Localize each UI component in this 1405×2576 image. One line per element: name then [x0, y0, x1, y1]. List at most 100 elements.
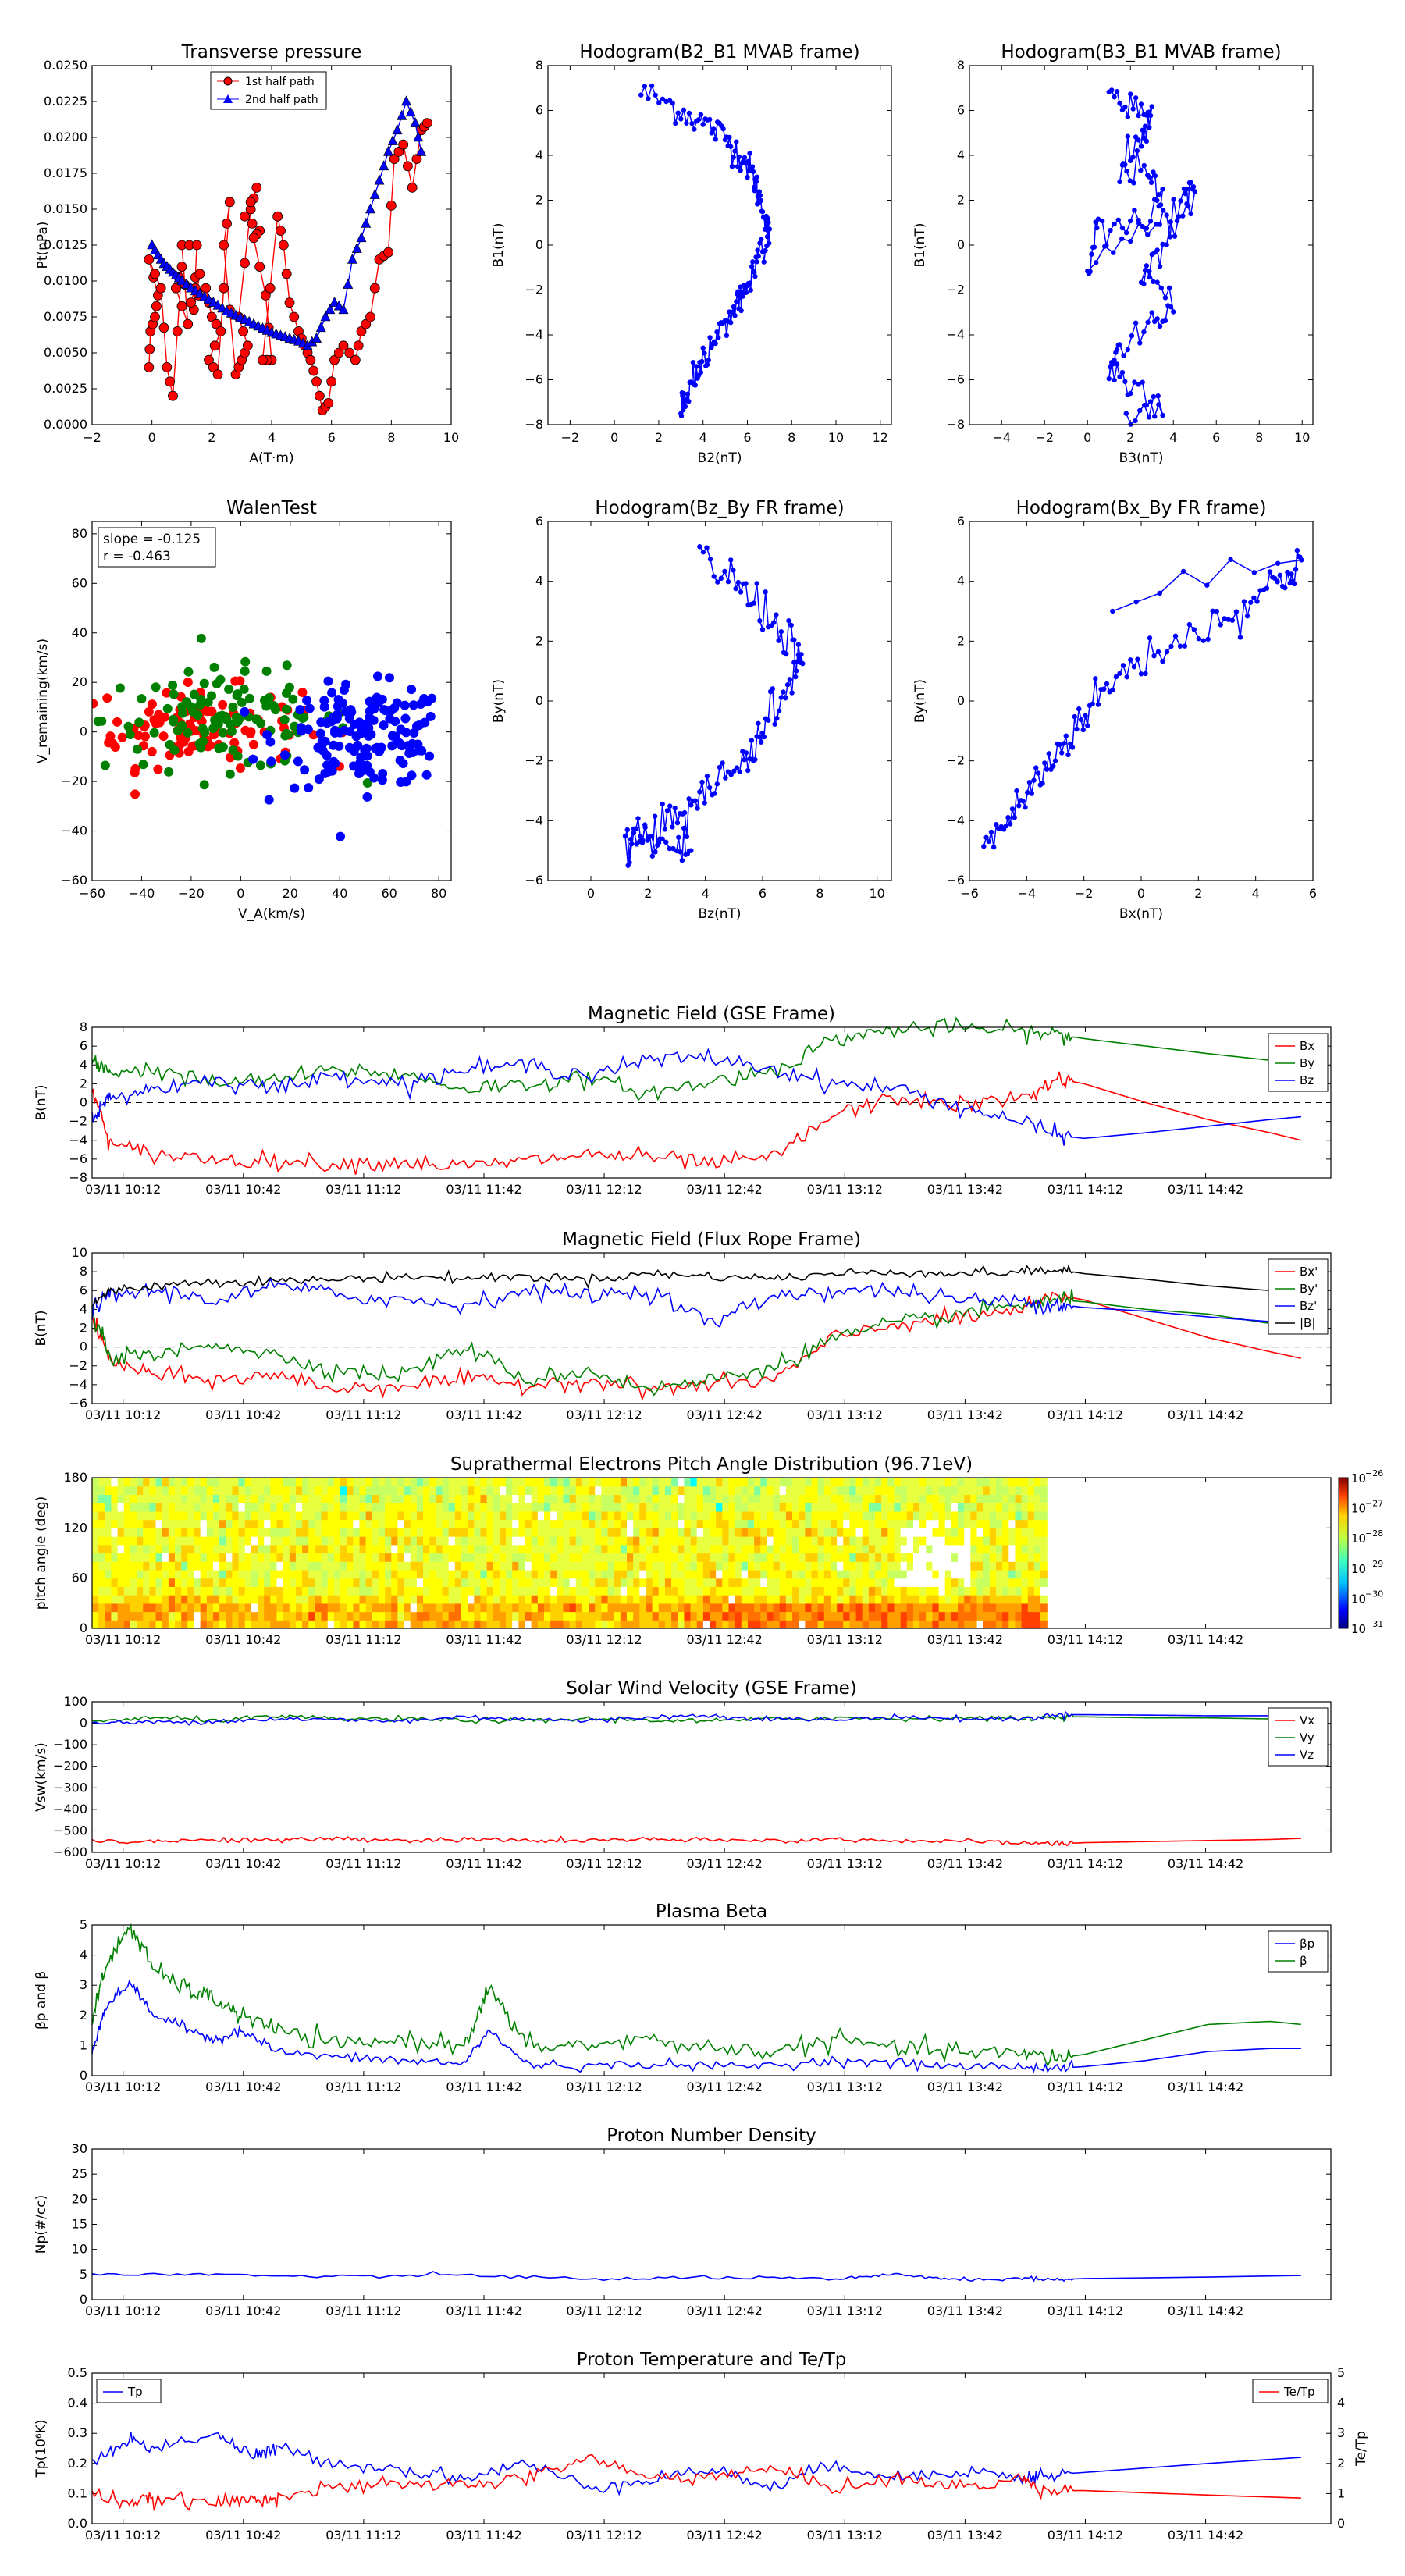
heatmap-cell: [951, 1553, 959, 1562]
heatmap-cell: [149, 1485, 157, 1496]
y-tick-label: −500: [53, 1823, 87, 1838]
heatmap-cell: [958, 1503, 965, 1512]
heatmap-cell: [919, 1528, 927, 1537]
scatter-point: [417, 745, 427, 756]
heatmap-cell: [785, 1519, 793, 1528]
heatmap-cell: [410, 1503, 418, 1512]
hodogram-point: [687, 379, 692, 386]
heatmap-cell: [468, 1603, 475, 1613]
heatmap-cell: [747, 1561, 755, 1571]
heatmap-cell: [557, 1595, 564, 1604]
heatmap-cell: [785, 1510, 793, 1521]
heatmap-cell: [468, 1494, 475, 1503]
heatmap-cell: [454, 1503, 462, 1512]
heatmap-cell: [226, 1519, 233, 1528]
heatmap-cell: [92, 1528, 99, 1537]
heatmap-cell: [779, 1536, 787, 1546]
x-tick-label: −4: [1018, 886, 1037, 901]
hodogram-point: [791, 660, 797, 665]
hodogram-point: [759, 208, 766, 215]
heatmap-cell: [276, 1569, 284, 1579]
heatmap-cell: [658, 1536, 666, 1546]
heatmap-cell: [302, 1569, 309, 1579]
y-tick-label: 10: [72, 2242, 87, 2257]
hodogram-point: [707, 116, 713, 123]
heatmap-cell: [976, 1611, 984, 1621]
heatmap-cell: [1002, 1510, 1009, 1521]
heatmap-cell: [690, 1595, 698, 1604]
hodogram-point: [1248, 600, 1254, 605]
heatmap-cell: [480, 1528, 488, 1537]
heatmap-cell: [283, 1528, 290, 1537]
hodogram-point: [1192, 189, 1197, 194]
heatmap-cell: [932, 1503, 940, 1512]
hodogram-point: [1241, 599, 1247, 604]
time-tick-label: 03/11 10:42: [205, 1856, 281, 1871]
heatmap-cell: [620, 1553, 628, 1562]
heatmap-cell: [811, 1485, 819, 1496]
hodogram-point: [1160, 659, 1165, 664]
heatmap-cell: [359, 1578, 367, 1587]
heatmap-cell: [137, 1569, 144, 1579]
heatmap-cell: [702, 1578, 710, 1587]
heatmap-cell: [823, 1528, 831, 1537]
heatmap-cell: [315, 1595, 322, 1604]
heatmap-cell: [1021, 1478, 1029, 1487]
heatmap-cell: [1002, 1620, 1009, 1629]
heatmap-cell: [569, 1620, 577, 1629]
heatmap-cell: [436, 1510, 443, 1521]
y-tick-label: 30: [72, 2141, 87, 2156]
heatmap-cell: [671, 1494, 678, 1503]
heatmap-cell: [162, 1561, 169, 1571]
heatmap-cell: [385, 1478, 392, 1487]
heatmap-cell: [716, 1519, 723, 1528]
heatmap-cell: [162, 1510, 169, 1521]
heatmap-cell: [92, 1569, 99, 1579]
heatmap-cell: [123, 1503, 131, 1512]
heatmap-cell: [365, 1528, 373, 1537]
heatmap-cell: [333, 1561, 341, 1571]
heatmap-cell: [365, 1503, 373, 1512]
heatmap-cell: [646, 1586, 653, 1596]
x-tick-label: 0: [1083, 430, 1091, 445]
heatmap-cell: [258, 1519, 265, 1528]
heatmap-cell: [678, 1620, 685, 1629]
heatmap-cell: [919, 1503, 927, 1512]
heatmap-cell: [206, 1569, 214, 1579]
heatmap-cell: [620, 1485, 628, 1496]
heatmap-cell: [276, 1519, 284, 1528]
y-tick-label: −200: [53, 1759, 87, 1774]
heatmap-cell: [340, 1603, 347, 1613]
heatmap-cell: [633, 1478, 640, 1487]
heatmap-cell: [531, 1478, 539, 1487]
heatmap-cell: [785, 1544, 793, 1554]
hodogram-point: [653, 92, 658, 98]
heatmap-cell: [601, 1586, 609, 1596]
heatmap-cell: [995, 1536, 1003, 1546]
heatmap-cell: [837, 1569, 844, 1579]
heatmap-cell: [137, 1485, 144, 1496]
heatmap-cell: [926, 1544, 934, 1554]
heatmap-cell: [512, 1478, 519, 1487]
heatmap-cell: [799, 1478, 806, 1487]
point-1st-half: [170, 283, 181, 294]
heatmap-cell: [302, 1586, 309, 1596]
hodogram-point: [772, 721, 777, 727]
heatmap-cell: [926, 1561, 934, 1571]
scatter-point: [302, 696, 312, 706]
hodogram-point: [1119, 236, 1125, 242]
heatmap-cell: [474, 1536, 482, 1546]
heatmap-cell: [385, 1536, 392, 1546]
heatmap-cell: [365, 1620, 373, 1629]
y-tick-label: −60: [61, 873, 87, 888]
heatmap-cell: [906, 1510, 914, 1521]
point-1st-half: [155, 283, 166, 294]
heatmap-cell: [200, 1519, 208, 1528]
heatmap-cell: [995, 1494, 1003, 1503]
heatmap-cell: [149, 1478, 157, 1487]
heatmap-cell: [849, 1478, 857, 1487]
heatmap-cell: [130, 1510, 137, 1521]
hodogram-point: [720, 760, 725, 766]
